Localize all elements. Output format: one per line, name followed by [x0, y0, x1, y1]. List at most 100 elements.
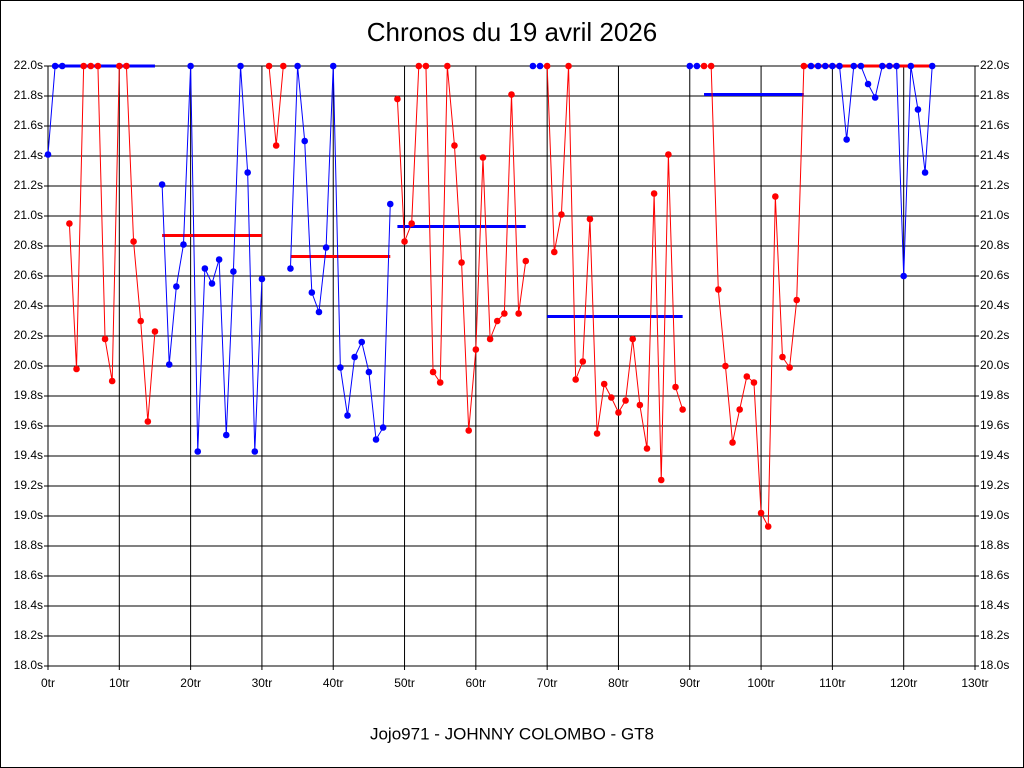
- y-tick-label: 19.2s: [14, 478, 43, 492]
- point: [558, 211, 565, 218]
- point: [707, 62, 715, 70]
- point: [736, 406, 743, 413]
- y2-tick-label: 18.0s: [980, 658, 1009, 672]
- point: [372, 436, 380, 443]
- x-tick-label: 110tr: [819, 676, 845, 690]
- point: [650, 190, 658, 197]
- point: [501, 310, 508, 317]
- y-tick-label: 19.6s: [14, 418, 43, 432]
- y-tick-label: 21.8s: [14, 88, 43, 102]
- x-tick-label: 80tr: [608, 676, 629, 690]
- y-tick-label: 18.2s: [14, 628, 43, 642]
- y-tick-label: 19.4s: [14, 448, 43, 462]
- point: [294, 62, 301, 70]
- point: [108, 377, 116, 385]
- y-tick-label: 19.0s: [14, 508, 43, 522]
- point: [180, 241, 187, 248]
- point: [508, 91, 515, 98]
- y-tick-label: 21.4s: [14, 148, 43, 162]
- point: [158, 181, 166, 188]
- y-tick-label: 21.2s: [14, 178, 43, 192]
- point: [301, 137, 309, 145]
- point: [800, 62, 808, 70]
- point: [850, 62, 858, 70]
- y2-tick-label: 19.8s: [980, 388, 1009, 402]
- y2-tick-label: 20.2s: [980, 328, 1009, 342]
- point: [665, 151, 672, 158]
- point: [572, 376, 579, 383]
- y-tick-label: 19.8s: [14, 388, 43, 402]
- y2-tick-label: 21.2s: [980, 178, 1009, 192]
- y2-tick-label: 18.8s: [980, 538, 1009, 552]
- point: [886, 62, 893, 70]
- point: [344, 412, 351, 419]
- point: [94, 62, 102, 70]
- chart-subtitle: Jojo971 - JOHNNY COLOMBO - GT8: [370, 724, 654, 743]
- point: [579, 358, 587, 365]
- point: [693, 62, 701, 70]
- y-tick-label: 22.0s: [14, 58, 43, 72]
- point: [244, 169, 251, 176]
- y-tick-label: 18.6s: [14, 568, 43, 582]
- x-tick-label: 10tr: [109, 676, 130, 690]
- point: [237, 62, 244, 70]
- point: [636, 401, 644, 409]
- point: [772, 193, 779, 200]
- point: [73, 365, 80, 373]
- point: [550, 248, 558, 256]
- point: [386, 200, 394, 208]
- point: [436, 379, 444, 386]
- y2-tick-label: 20.0s: [980, 358, 1009, 372]
- point: [222, 431, 230, 439]
- point: [914, 106, 922, 113]
- point: [714, 286, 722, 293]
- point: [829, 62, 836, 70]
- y2-tick-label: 21.4s: [980, 148, 1009, 162]
- point: [565, 62, 572, 70]
- x-tick-label: 30tr: [252, 676, 273, 690]
- point: [173, 283, 180, 290]
- point: [729, 439, 736, 446]
- y2-tick-label: 22.0s: [980, 58, 1009, 72]
- point: [401, 238, 408, 245]
- point: [187, 62, 194, 70]
- point: [857, 62, 865, 70]
- point: [365, 368, 373, 376]
- point: [821, 62, 829, 70]
- x-tick-label: 130tr: [961, 676, 988, 690]
- x-tick-label: 70tr: [537, 676, 558, 690]
- point: [472, 346, 480, 353]
- point: [123, 62, 130, 70]
- point: [493, 317, 501, 325]
- point: [672, 383, 679, 391]
- point: [893, 62, 900, 70]
- y-tick-label: 18.0s: [14, 658, 43, 672]
- y2-tick-label: 20.4s: [980, 298, 1009, 312]
- point: [165, 361, 173, 368]
- point: [208, 280, 216, 287]
- y-tick-label: 20.6s: [14, 268, 43, 282]
- point: [700, 62, 708, 70]
- y2-tick-label: 19.0s: [980, 508, 1009, 522]
- point: [358, 338, 366, 346]
- point: [444, 62, 451, 70]
- point: [615, 409, 622, 416]
- point: [657, 476, 665, 484]
- point: [251, 448, 259, 455]
- point: [757, 509, 765, 517]
- point: [522, 257, 530, 265]
- y-tick-label: 20.0s: [14, 358, 43, 372]
- point: [764, 523, 772, 530]
- point: [836, 62, 843, 70]
- point: [529, 62, 537, 70]
- point: [871, 94, 879, 101]
- point: [87, 62, 95, 70]
- x-tick-label: 90tr: [679, 676, 700, 690]
- point: [921, 169, 929, 176]
- point: [215, 256, 223, 263]
- point: [322, 244, 330, 251]
- point: [465, 427, 473, 434]
- point: [280, 62, 287, 70]
- point: [679, 406, 686, 413]
- point: [101, 335, 109, 343]
